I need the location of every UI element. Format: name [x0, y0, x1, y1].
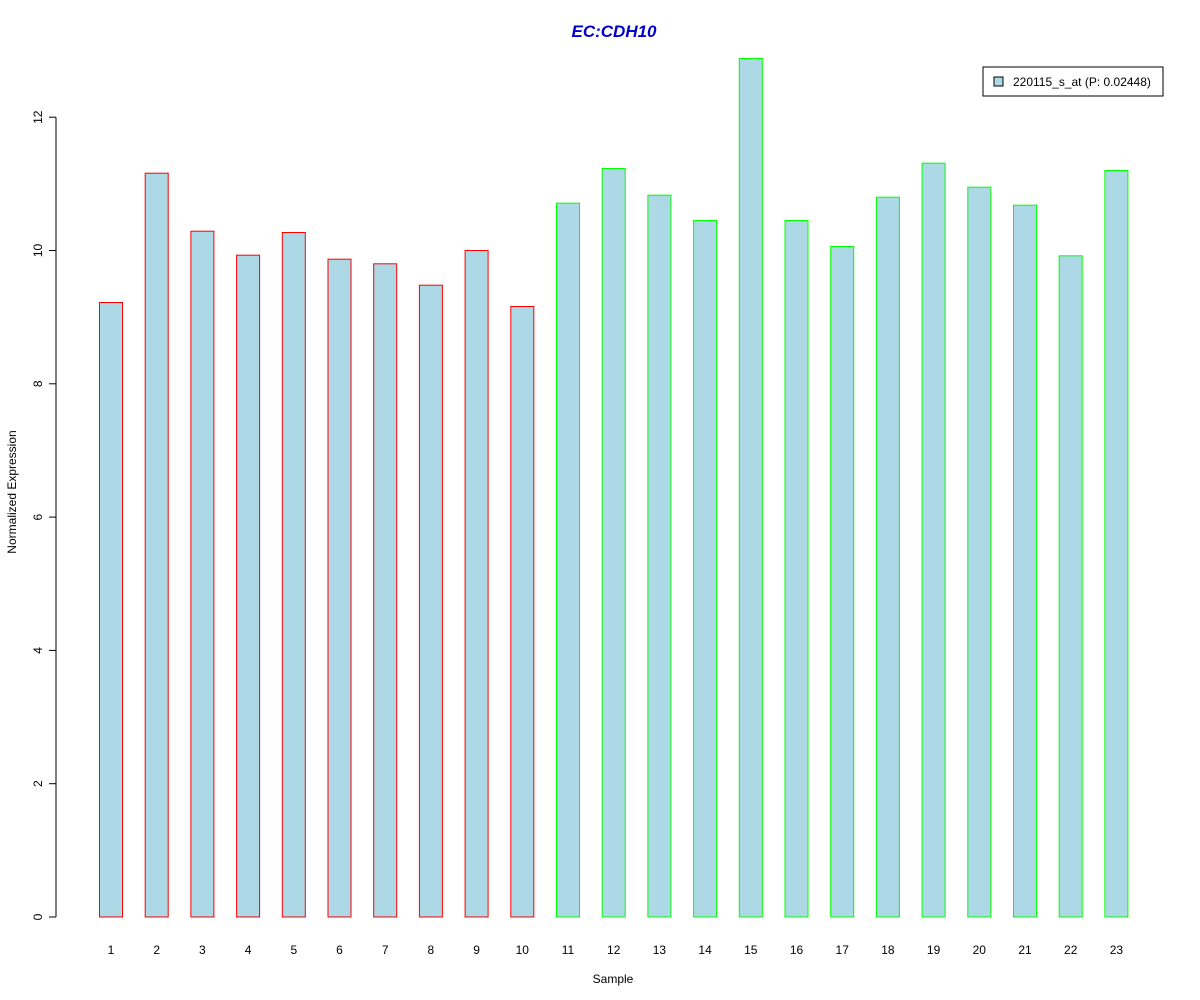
- bar-sample-22: [1058, 255, 1083, 918]
- bar-sample-8: [418, 284, 443, 918]
- bar-sample-10: [510, 306, 535, 918]
- y-tick-label: 10: [31, 244, 45, 258]
- bar-sample-1: [99, 302, 123, 918]
- bars-group: [99, 58, 1129, 918]
- x-tick-label: 18: [881, 943, 895, 957]
- x-tick-label: 7: [382, 943, 389, 957]
- y-tick-label: 6: [31, 513, 45, 520]
- x-tick-label: 21: [1018, 943, 1032, 957]
- x-axis-label: Sample: [593, 972, 634, 986]
- bar-sample-14: [693, 220, 718, 918]
- bar-sample-17: [830, 246, 855, 918]
- x-tick-label: 22: [1064, 943, 1078, 957]
- y-axis-label: Normalized Expression: [5, 430, 19, 553]
- bar-sample-5: [281, 232, 306, 918]
- bar-sample-21: [1013, 204, 1037, 918]
- x-tick-label: 17: [836, 943, 850, 957]
- x-tick-label: 15: [744, 943, 758, 957]
- x-tick-label: 4: [245, 943, 252, 957]
- x-tick-labels: 1 2 3 4 5 6 7 8 9 10 11 12 13 14 15 16 17 18 19 20 21 22 23: [108, 943, 1124, 957]
- bar-sample-9: [464, 250, 489, 918]
- x-tick-label: 11: [562, 943, 575, 957]
- bar-sample-6: [327, 258, 352, 918]
- bar-sample-13: [647, 194, 672, 918]
- bar-sample-23: [1104, 170, 1129, 918]
- x-tick-label: 19: [927, 943, 941, 957]
- x-tick-label: 3: [199, 943, 206, 957]
- y-tick-label: 0: [31, 913, 45, 920]
- bar-sample-16: [784, 220, 809, 918]
- bar-sample-18: [875, 196, 900, 918]
- bar-sample-3: [190, 230, 215, 918]
- x-tick-label: 10: [516, 943, 530, 957]
- legend: 220115_s_at (P: 0.02448): [982, 66, 1164, 97]
- bar-sample-2: [144, 172, 169, 918]
- x-tick-label: 6: [336, 943, 343, 957]
- bar-sample-15: [738, 58, 763, 918]
- legend-label: 220115_s_at (P: 0.02448): [1013, 75, 1151, 89]
- legend-box: [982, 66, 1164, 97]
- bar-sample-4: [236, 254, 261, 918]
- bar-sample-20: [967, 186, 992, 918]
- chart-title: EC:CDH10: [571, 22, 657, 41]
- y-tick-label: 12: [31, 110, 45, 124]
- legend-swatch: [993, 76, 1004, 87]
- x-tick-label: 14: [698, 943, 712, 957]
- y-tick-label: 4: [31, 647, 45, 654]
- x-tick-label: 16: [790, 943, 804, 957]
- bar-sample-11: [556, 202, 580, 918]
- x-tick-label: 9: [473, 943, 480, 957]
- x-tick-label: 12: [607, 943, 621, 957]
- y-tick-label: 8: [31, 380, 45, 387]
- x-tick-label: 2: [153, 943, 160, 957]
- y-axis: 0 2 4 6 8 10 12: [31, 110, 57, 920]
- bar-sample-12: [601, 168, 626, 918]
- x-tick-label: 5: [290, 943, 297, 957]
- x-tick-label: 13: [653, 943, 667, 957]
- x-tick-label: 20: [973, 943, 987, 957]
- bar-sample-7: [373, 263, 398, 918]
- x-tick-label: 23: [1110, 943, 1124, 957]
- x-tick-label: 1: [108, 943, 115, 957]
- bar-sample-19: [921, 162, 946, 918]
- y-tick-label: 2: [31, 780, 45, 787]
- x-tick-label: 8: [428, 943, 435, 957]
